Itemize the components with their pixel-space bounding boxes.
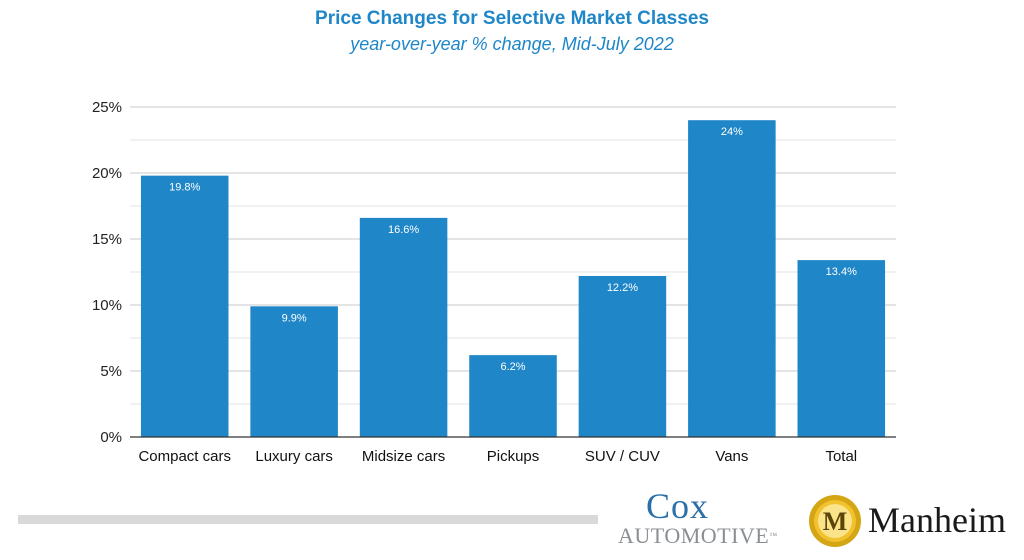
bar-data-label: 12.2% [607, 282, 638, 294]
chart-title: Price Changes for Selective Market Class… [315, 8, 709, 29]
x-tick-label: Pickups [487, 448, 540, 465]
x-tick-label: SUV / CUV [585, 448, 660, 465]
cox-logo-wordmark: Cox [646, 486, 710, 526]
bar [797, 260, 886, 437]
x-tick-label: Midsize cars [362, 448, 445, 465]
y-tick-label: 20% [92, 165, 122, 182]
x-tick-label: Luxury cars [255, 448, 333, 465]
bar-chart: 0% 5% 10% 15% 20% 25% 19.8% Compact cars 9.9% Lux… [92, 99, 896, 465]
y-tick-label: 25% [92, 99, 122, 116]
bar [578, 275, 667, 437]
bar-data-label: 6.2% [500, 361, 525, 373]
manheim-emblem-icon: M [809, 495, 861, 547]
footer-divider-bar [18, 515, 598, 524]
x-tick-label: Compact cars [138, 448, 231, 465]
x-tick-label: Total [825, 448, 857, 465]
bar-data-label: 19.8% [169, 182, 200, 194]
bar [688, 120, 776, 437]
bar-data-label: 24% [721, 126, 743, 138]
bar [359, 217, 448, 437]
y-tick-label: 5% [100, 363, 122, 380]
manheim-wordmark: Manheim [868, 500, 1006, 540]
y-tick-label: 15% [92, 231, 122, 248]
svg-text:M: M [823, 507, 848, 536]
x-tick-label: Vans [715, 448, 748, 465]
bar-data-label: 13.4% [826, 266, 857, 278]
bar [250, 306, 338, 437]
bar-data-label: 9.9% [282, 312, 307, 324]
y-tick-label: 0% [100, 429, 122, 446]
bar-data-label: 16.6% [388, 224, 419, 236]
cox-automotive-logo: Cox AUTOMOTIVE™ [618, 488, 788, 550]
y-tick-label: 10% [92, 297, 122, 314]
cox-logo-subtitle: AUTOMOTIVE™ [618, 523, 778, 548]
chart-subtitle: year-over-year % change, Mid-July 2022 [350, 34, 674, 54]
manheim-logo: M Manheim [808, 494, 1018, 554]
bar [140, 175, 229, 437]
bar [469, 355, 557, 437]
